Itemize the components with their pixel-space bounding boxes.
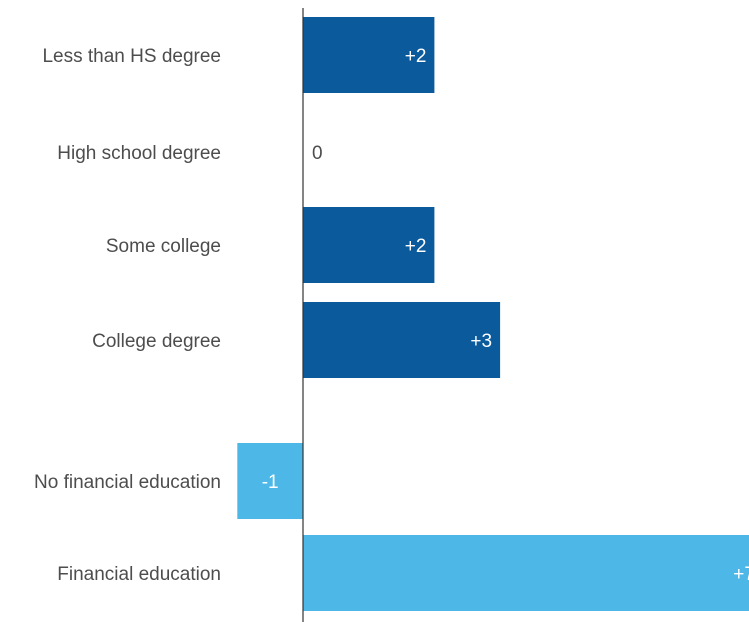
category-label: No financial education	[34, 472, 221, 493]
category-label: High school degree	[57, 143, 221, 164]
bar-5	[303, 535, 749, 611]
value-label: 0	[312, 143, 323, 164]
category-label: College degree	[92, 331, 221, 352]
bar-2	[303, 207, 435, 283]
value-label: -1	[262, 472, 279, 493]
bar-0	[303, 17, 435, 93]
value-label: +2	[405, 236, 427, 257]
labels-layer: Less than HS degree +2 High school degree 0…	[34, 46, 749, 585]
category-label: Financial education	[57, 564, 221, 585]
value-label: +2	[405, 46, 427, 67]
bar-3	[303, 302, 501, 378]
bars-layer	[237, 17, 749, 611]
bar-4	[237, 443, 303, 519]
category-label: Less than HS degree	[42, 46, 221, 67]
value-label: +7	[733, 564, 749, 585]
category-label: Some college	[106, 236, 221, 257]
value-label: +3	[470, 331, 492, 352]
